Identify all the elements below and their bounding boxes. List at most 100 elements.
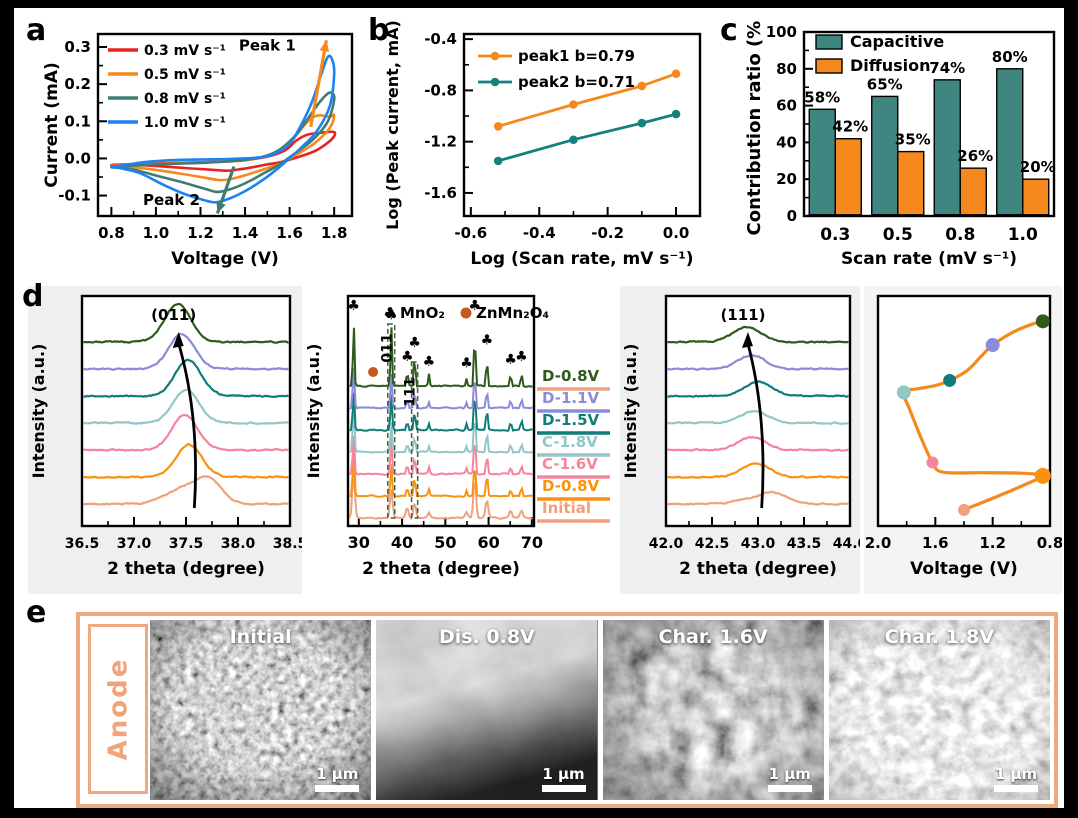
xrd-trace xyxy=(83,303,289,344)
chart-svg: 36.5 37.0 37.5 38.0 38.5 2 theta (degree) Inte… xyxy=(29,294,307,579)
data-point xyxy=(671,69,681,79)
x-tick-label: 2.0 xyxy=(865,534,892,552)
x-tick-label: 1.4 xyxy=(232,224,259,242)
scale-bar-line xyxy=(541,785,586,792)
axis-frame xyxy=(346,294,536,528)
y-tick-label: 0.0 xyxy=(64,149,91,167)
mno2-peak-marker: ♣ xyxy=(408,335,421,351)
legend-label: MnO₂ xyxy=(400,304,445,322)
y-tick-label: 20 xyxy=(776,170,797,188)
x-tick-label: 0.8 xyxy=(945,225,975,245)
sem-image-dis-0p8v: Dis. 0.8V 1 μm xyxy=(376,620,598,800)
panel-a-cv-chart: 0.8 1.0 1.2 1.4 1.6 1.8 -0.1 0.0 0.1 0.2 0.3 Voltag… xyxy=(40,20,364,276)
x-tick-label: 30 xyxy=(348,533,370,552)
mno2-peak-marker: ♣ xyxy=(385,307,398,323)
data-point xyxy=(637,118,647,128)
mno2-peak-marker: ♣ xyxy=(468,298,481,314)
shift-arrow xyxy=(745,339,765,509)
state-label: C-1.8V xyxy=(542,433,598,451)
x-tick-label: 1.6 xyxy=(922,534,949,552)
reflection-label: 111 xyxy=(403,377,419,406)
xrd-trace xyxy=(83,332,289,371)
xrd-trace xyxy=(667,354,849,371)
state-dot-d-0.8v xyxy=(1035,314,1050,329)
legend-label: peak1 b=0.79 xyxy=(518,47,635,65)
x-axis-title: 2 theta (degree) xyxy=(679,559,837,579)
x-tick-label: -0.2 xyxy=(591,224,624,242)
series-line xyxy=(497,72,677,128)
x-tick-label: 1.8 xyxy=(321,224,348,242)
x-tick-label: 60 xyxy=(477,533,499,552)
scale-bar: 1 μm xyxy=(541,765,586,792)
panel-letter-e: e xyxy=(26,595,47,630)
y-axis-title: Intensity (a.u.) xyxy=(304,344,323,479)
x-tick-label: 44.0 xyxy=(833,536,860,552)
data-point xyxy=(569,135,578,145)
mno2-peak-marker: ♣ xyxy=(423,354,436,370)
scale-bar-text: 1 μm xyxy=(316,765,359,783)
xrd-trace xyxy=(349,392,533,432)
state-label: D-1.1V xyxy=(542,389,600,407)
axis-frame xyxy=(80,294,292,528)
x-tick-label: 0.5 xyxy=(883,225,913,245)
annotation: Peak 1 xyxy=(239,37,296,55)
y-tick-label: -0.8 xyxy=(424,81,457,99)
xrd-trace-group xyxy=(83,303,289,506)
x-tick-label: 1.6 xyxy=(276,224,303,242)
scale-bar-text: 1 μm xyxy=(768,765,811,783)
y-tick-label: 80 xyxy=(776,60,797,78)
scale-bar: 1 μm xyxy=(767,765,812,792)
chart-svg: 0.8 1.0 1.2 1.4 1.6 1.8 -0.1 0.0 0.1 0.2 0.3 Voltag… xyxy=(42,32,354,269)
sem-texture xyxy=(828,620,1050,800)
y-tick-label: -1.6 xyxy=(424,184,457,202)
y-axis-title: Contribution ratio (%) xyxy=(744,20,765,235)
x-axis-title: Voltage (V) xyxy=(171,249,279,269)
sem-label: Char. 1.8V xyxy=(884,626,994,648)
chart-svg: 2.0 1.6 1.2 0.8 Voltage (V) xyxy=(865,294,1063,579)
xrd-trace xyxy=(83,442,289,479)
xrd-trace xyxy=(83,358,289,399)
annotation-arrow xyxy=(309,40,328,128)
state-dot-c-1.6v xyxy=(926,456,939,469)
x-tick-label: 70 xyxy=(521,533,543,552)
bar-value-label: 20% xyxy=(1020,158,1056,176)
y-tick-label: 0.2 xyxy=(64,75,91,93)
bar-diffusion xyxy=(1022,178,1050,216)
bar-diffusion xyxy=(834,138,862,216)
panel-c-contribution-chart: 0 20 40 60 80 100 Scan rate (mV s⁻¹) Contributi… xyxy=(742,13,1064,276)
legend-label: peak2 b=0.71 xyxy=(518,73,635,91)
y-axis-title: Log (Peak current, mA) xyxy=(383,20,402,230)
chart-svg: -0.6 -0.4 -0.2 0.0 -0.4 -0.8 -1.2 -1.6 Log (Scan… xyxy=(383,20,702,269)
scale-bar-line xyxy=(767,785,812,792)
y-axis-title: Intensity (a.u.) xyxy=(621,344,640,479)
y-tick-label: 0 xyxy=(787,207,797,225)
x-tick-label: 0.3 xyxy=(820,225,850,245)
bar-value-label: 80% xyxy=(992,48,1028,66)
y-tick-label: 0.1 xyxy=(64,112,91,130)
panel-b-bvalue-chart: -0.6 -0.4 -0.2 0.0 -0.4 -0.8 -1.2 -1.6 Log (Scan… xyxy=(378,20,716,276)
legend-label: Diffusion xyxy=(850,56,931,75)
panel-letter-d: d xyxy=(22,279,44,314)
sem-texture xyxy=(376,620,598,800)
cv-curve xyxy=(110,54,336,204)
x-axis-title: 2 theta (degree) xyxy=(107,559,265,579)
state-dot-c-1.8v xyxy=(896,385,911,400)
data-point xyxy=(569,100,578,109)
x-tick-label: 1.0 xyxy=(143,224,170,242)
y-axis-title: Current (mA) xyxy=(42,62,62,187)
xrd-trace xyxy=(667,410,849,426)
y-tick-label: -0.1 xyxy=(58,187,91,205)
axis-frame xyxy=(876,294,1052,528)
xrd-trace xyxy=(349,368,533,410)
x-tick-label: 36.5 xyxy=(65,536,100,552)
cv-series-group xyxy=(110,54,337,204)
mno2-peak-marker: ♣ xyxy=(481,333,494,349)
x-tick-label: 40 xyxy=(391,533,413,552)
dashed-highlight-box xyxy=(410,361,419,519)
x-tick-label: -0.6 xyxy=(454,224,487,242)
scale-bar: 1 μm xyxy=(315,765,360,792)
x-axis-title: Voltage (V) xyxy=(910,559,1018,579)
xrd-trace xyxy=(667,462,849,479)
chart-svg: 30 40 50 60 702 theta (degree) Intensity (a.u… xyxy=(304,294,610,579)
